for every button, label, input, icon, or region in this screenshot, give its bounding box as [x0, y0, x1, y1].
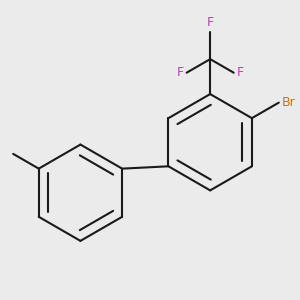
- Text: F: F: [237, 66, 244, 79]
- Text: F: F: [207, 16, 214, 29]
- Text: Br: Br: [282, 96, 296, 109]
- Text: F: F: [176, 66, 184, 79]
